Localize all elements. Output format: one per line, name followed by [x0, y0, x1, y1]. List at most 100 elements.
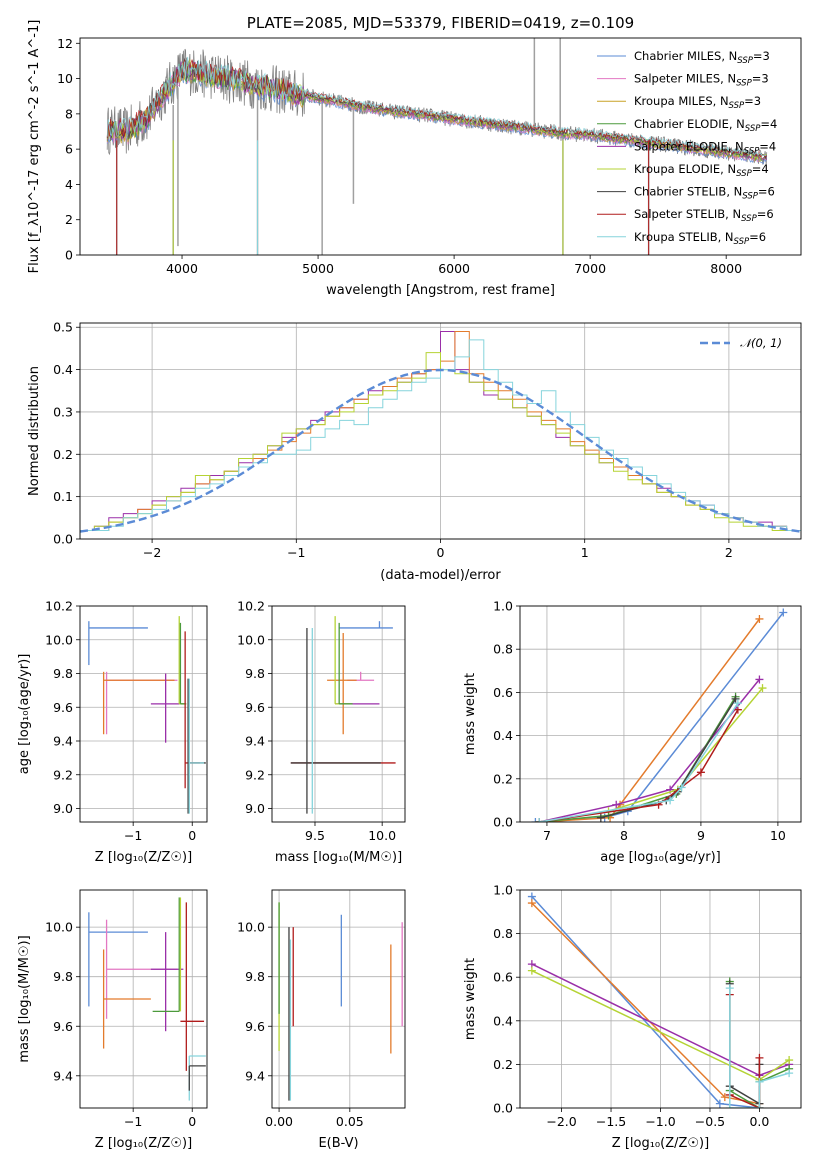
legend-label: Kroupa STELIB, NSSP=6	[634, 230, 766, 247]
y-tick-label: 9.6	[245, 1019, 265, 1034]
x-tick-label: 5000	[302, 261, 334, 276]
histogram-frame	[79, 322, 802, 540]
y-tick-label: 9.8	[53, 666, 73, 681]
y-tick-label: 12	[57, 36, 73, 51]
y-tick-label: 0.2	[493, 771, 513, 786]
x-axis-label: Z [log₁₀(Z/Z☉)]	[95, 850, 192, 865]
legend-label: Salpeter STELIB, NSSP=6	[634, 207, 774, 224]
spectrum-legend: Chabrier MILES, NSSP=3 Salpeter MILES, NS…	[597, 49, 777, 247]
mass-weight-marker	[527, 966, 536, 975]
x-axis-label: Z [log₁₀(Z/Z☉)]	[612, 1136, 709, 1151]
normal-reference-curve	[80, 368, 801, 533]
y-axis-label: mass weight	[463, 958, 478, 1040]
mass-vs-ebv-frame	[271, 889, 406, 1109]
y-tick-label: 0.4	[493, 1013, 513, 1028]
mass-weight-line	[531, 895, 760, 1108]
y-tick-label: 9.4	[245, 1068, 265, 1083]
x-axis-label: (data-model)/error	[380, 568, 501, 583]
mass-weight-line	[539, 696, 737, 822]
y-tick-label: 0.2	[53, 447, 73, 462]
y-axis-label: mass [log₁₀(M/M☉)]	[17, 935, 32, 1062]
mass-weight-marker	[720, 1093, 729, 1102]
y-tick-label: 0.8	[493, 642, 513, 657]
model-spectrum-line	[106, 63, 768, 162]
mass-weight-line	[729, 988, 790, 1108]
age-vs-mass-points	[290, 616, 396, 814]
y-tick-label: 0.6	[493, 685, 513, 700]
x-tick-label: −1	[287, 545, 305, 560]
mass-weight-marker	[715, 1099, 724, 1108]
y-tick-label: 10.2	[237, 599, 265, 614]
x-tick-label: 7	[543, 828, 551, 843]
mass-vs-ebv-axes	[268, 890, 405, 1112]
x-tick-label: 2	[725, 545, 733, 560]
x-tick-label: 4000	[166, 261, 198, 276]
x-tick-label: 0.0	[749, 1114, 769, 1129]
x-axis-label: Z [log₁₀(Z/Z☉)]	[95, 1136, 192, 1151]
y-tick-label: 8	[65, 106, 73, 121]
x-tick-label: 0	[188, 1114, 196, 1129]
mass-weight-marker	[535, 818, 544, 822]
massweight-vs-age-lines	[531, 608, 788, 822]
x-axis-label: E(B-V)	[318, 1136, 358, 1151]
x-tick-label: 10.0	[368, 828, 396, 843]
mass-weight-marker	[666, 796, 675, 805]
mass-weight-line	[539, 678, 760, 822]
mass-weight-marker	[725, 1104, 734, 1108]
mass-weight-marker	[779, 608, 788, 617]
y-tick-label: 0.8	[493, 926, 513, 941]
y-tick-label: 9.2	[245, 767, 265, 782]
mass-weight-line	[729, 983, 761, 1105]
mass-weight-marker	[733, 699, 742, 708]
mass-weight-marker	[596, 813, 605, 822]
y-tick-label: 0.1	[53, 489, 73, 504]
model-spectrum-line	[106, 64, 767, 163]
x-tick-label: −1	[124, 1114, 142, 1129]
mass-vs-ebv-points	[278, 902, 403, 1101]
x-axis-label: age [log₁₀(age/yr)]	[600, 850, 721, 865]
model-spectrum-line	[106, 56, 767, 157]
age-vs-metallicity-frame	[79, 605, 208, 823]
legend-label: 𝒩(0, 1)	[740, 336, 782, 350]
y-tick-label: 9.8	[53, 969, 73, 984]
mass-weight-marker	[725, 984, 734, 993]
mass-weight-line	[539, 702, 739, 822]
x-tick-label: −1.5	[596, 1114, 626, 1129]
y-tick-label: 10	[57, 71, 73, 86]
x-tick-label: 8	[620, 828, 628, 843]
x-tick-label: 1	[581, 545, 589, 560]
y-tick-label: 10.2	[45, 599, 73, 614]
legend-label: Kroupa MILES, NSSP=3	[634, 94, 761, 111]
histogram-steps	[80, 331, 801, 539]
legend-label: Chabrier MILES, NSSP=3	[634, 49, 770, 66]
mass-weight-marker	[755, 614, 764, 623]
massweight-vs-metallicity-lines	[527, 892, 794, 1108]
y-tick-label: 6	[65, 142, 73, 157]
age-vs-metallicity-axes	[76, 605, 207, 826]
mass-weight-marker	[527, 899, 536, 908]
x-tick-label: 9.5	[305, 828, 325, 843]
y-tick-label: 9.8	[245, 969, 265, 984]
x-tick-label: 0	[437, 545, 445, 560]
x-tick-label: 6000	[438, 261, 470, 276]
mass-vs-metallicity-frame	[79, 889, 208, 1109]
y-tick-label: 1.0	[493, 599, 513, 614]
y-tick-label: 2	[65, 212, 73, 227]
y-tick-label: 0.0	[493, 815, 513, 830]
legend-label: Chabrier ELODIE, NSSP=4	[634, 117, 777, 134]
legend-label: Chabrier STELIB, NSSP=6	[634, 185, 775, 202]
y-tick-label: 9.6	[53, 1019, 73, 1034]
x-tick-label: −1.0	[645, 1114, 675, 1129]
histogram-series	[80, 352, 801, 539]
y-tick-label: 9.8	[245, 666, 265, 681]
mass-weight-marker	[755, 1077, 764, 1086]
x-tick-label: 0.05	[336, 1114, 364, 1129]
y-tick-label: 9.4	[53, 1068, 73, 1083]
y-tick-label: 9.0	[53, 801, 73, 816]
mass-weight-marker	[677, 783, 686, 792]
mass-weight-marker	[785, 1069, 794, 1078]
y-tick-label: 0.0	[53, 532, 73, 547]
mass-weight-marker	[755, 1053, 764, 1062]
y-tick-label: 9.0	[245, 801, 265, 816]
mass-weight-marker	[785, 1056, 794, 1065]
